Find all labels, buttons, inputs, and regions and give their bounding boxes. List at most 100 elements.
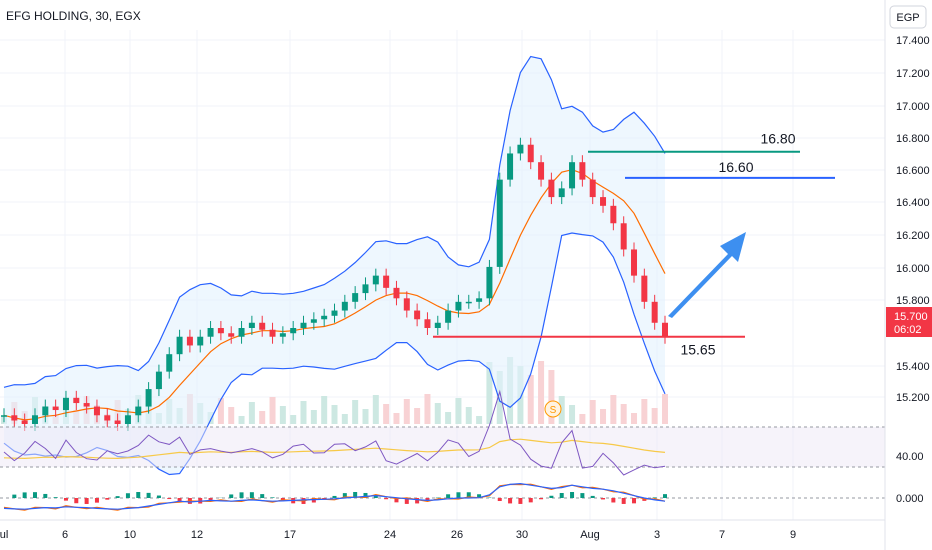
macd-histogram-bar xyxy=(177,498,182,503)
candle-body xyxy=(259,322,266,330)
candle-body xyxy=(331,310,338,316)
volume-bar xyxy=(269,397,276,424)
dividend-icon xyxy=(544,400,562,418)
y-tick-label: 15.800 xyxy=(896,295,930,307)
macd-histogram-bar xyxy=(456,492,461,498)
candle-body xyxy=(31,415,38,424)
y-tick-label: 16.600 xyxy=(896,165,930,177)
macd-level-label: 0.000 xyxy=(896,493,924,505)
x-tick-label: Aug xyxy=(580,529,600,541)
volume-bar xyxy=(414,408,421,424)
volume-bar xyxy=(651,408,658,424)
macd-histogram-bar xyxy=(208,498,213,502)
y-tick-label: 17.200 xyxy=(896,68,930,80)
volume-bar xyxy=(403,399,410,424)
macd-histogram-bar xyxy=(508,498,513,504)
candle-body xyxy=(341,301,348,311)
x-tick-label: 6 xyxy=(62,529,68,541)
volume-bar xyxy=(610,395,617,424)
macd-histogram-bar xyxy=(394,498,399,503)
last-price-label: 15.700 xyxy=(894,311,928,323)
volume-bar xyxy=(455,398,462,424)
candle-body xyxy=(414,310,421,320)
macd-histogram-bar xyxy=(43,493,48,498)
volume-bar xyxy=(217,398,224,424)
candle-body xyxy=(73,397,80,404)
macd-pane xyxy=(0,482,885,511)
candle-body xyxy=(228,333,235,337)
candle-body xyxy=(21,420,28,424)
candle-body xyxy=(11,415,18,421)
y-tick-label: 16.200 xyxy=(896,230,930,242)
volume-bar xyxy=(279,406,286,424)
y-tick-label: 16.400 xyxy=(896,197,930,209)
x-tick-label: 9 xyxy=(790,529,796,541)
candle-body xyxy=(455,301,462,311)
candle-body xyxy=(393,287,400,299)
volume-bar xyxy=(548,370,555,424)
macd-histogram-bar xyxy=(22,492,27,498)
macd-histogram-bar xyxy=(601,498,606,500)
macd-histogram-bar xyxy=(404,498,409,504)
candle-body xyxy=(496,179,503,267)
y-tick-label: 16.800 xyxy=(896,133,930,145)
volume-bar xyxy=(290,415,297,424)
volume-bar xyxy=(321,396,328,424)
candle-body xyxy=(424,319,431,328)
candle-body xyxy=(445,310,452,323)
macd-histogram-bar xyxy=(260,494,265,498)
macd-histogram-bar xyxy=(559,493,564,498)
y-tick-label: 17.000 xyxy=(896,101,930,113)
candle-body xyxy=(83,403,90,407)
candle-body xyxy=(186,336,193,346)
macd-histogram-bar xyxy=(229,494,234,498)
volume-bar xyxy=(300,401,307,424)
candle-body xyxy=(579,162,586,180)
dividend-label: S xyxy=(550,405,557,416)
candle-body xyxy=(104,415,111,421)
symbol-title: EFG HOLDING, 30, EGX xyxy=(6,9,141,23)
currency-button[interactable]: EGP xyxy=(889,5,927,29)
volume-bar xyxy=(538,361,545,424)
x-tick-label: 10 xyxy=(124,529,136,541)
macd-histogram-bar xyxy=(74,498,79,504)
candle-body xyxy=(52,406,59,411)
macd-histogram-bar xyxy=(363,492,368,498)
macd-histogram-bar xyxy=(446,494,451,498)
macd-histogram-bar xyxy=(497,498,502,502)
time-axis: ul 6 10 12 17 24 26 30 Aug 3 7 9 xyxy=(0,519,885,541)
volume-bar xyxy=(331,405,338,424)
macd-histogram-bar xyxy=(115,496,120,498)
x-tick-label: 30 xyxy=(516,529,528,541)
candle-body xyxy=(507,153,514,180)
y-tick-label: 15.400 xyxy=(896,361,930,373)
volume-bar xyxy=(600,409,607,424)
candle-body xyxy=(310,319,317,323)
volume-bar xyxy=(569,405,576,424)
candle-body xyxy=(538,162,545,180)
volume-bar xyxy=(620,404,627,424)
x-tick-label: 3 xyxy=(654,529,660,541)
macd-histogram-bar xyxy=(332,495,337,498)
candle-body xyxy=(238,328,245,337)
candle-body xyxy=(631,249,638,276)
candle-body xyxy=(248,322,255,328)
volume-bar xyxy=(589,400,596,424)
candle-body xyxy=(269,329,276,337)
macd-histogram-bar xyxy=(528,498,533,503)
candle-body xyxy=(166,354,173,372)
y-tick-label: 16.000 xyxy=(896,263,930,275)
candle-body xyxy=(135,406,142,416)
x-tick-label: 26 xyxy=(451,529,463,541)
macd-histogram-bar xyxy=(384,498,389,500)
candle-body xyxy=(372,275,379,285)
macd-histogram-bar xyxy=(53,497,58,498)
candle-body xyxy=(290,328,297,334)
volume-bar xyxy=(259,411,266,424)
volume-bar xyxy=(662,394,668,424)
rsi-ma-line xyxy=(3,438,666,460)
macd-histogram-bar xyxy=(84,498,89,504)
volume-bar xyxy=(248,402,255,424)
candle-body xyxy=(145,389,152,407)
